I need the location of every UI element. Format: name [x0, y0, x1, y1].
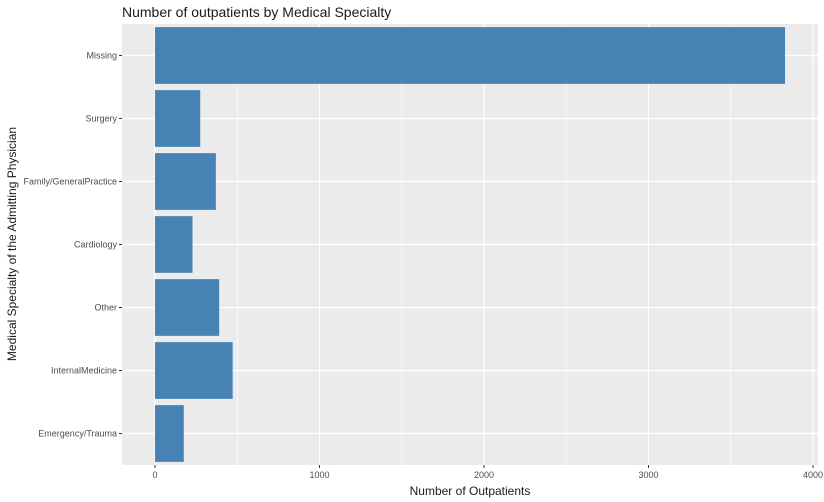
- x-tick-label: 4000: [803, 470, 823, 480]
- x-axis-ticks: 0 1000 2000 3000 4000: [152, 465, 823, 480]
- y-tick-label: Missing: [86, 51, 117, 61]
- bar: [155, 90, 201, 147]
- y-tick-label: Cardiology: [74, 240, 118, 250]
- x-tick-label: 0: [152, 470, 157, 480]
- x-axis-title: Number of Outpatients: [410, 484, 531, 498]
- chart-title: Number of outpatients by Medical Special…: [122, 4, 391, 20]
- bars: [155, 27, 786, 462]
- y-tick-label: Emergency/Trauma: [38, 429, 117, 439]
- y-axis-title: Medical Specialty of the Admitting Physi…: [5, 127, 19, 361]
- bar: [155, 27, 786, 84]
- bar: [155, 342, 233, 399]
- y-axis-ticks: Missing Surgery Family/GeneralPractice Card…: [23, 51, 122, 439]
- y-tick-label: Other: [94, 303, 117, 313]
- x-tick-label: 3000: [638, 470, 658, 480]
- y-tick-label: InternalMedicine: [51, 366, 117, 376]
- bar: [155, 153, 216, 210]
- bar: [155, 216, 193, 273]
- bar: [155, 279, 220, 336]
- x-tick-label: 1000: [309, 470, 329, 480]
- x-tick-label: 2000: [474, 470, 494, 480]
- y-tick-label: Family/GeneralPractice: [23, 177, 117, 187]
- y-tick-label: Surgery: [85, 114, 117, 124]
- bar: [155, 405, 184, 462]
